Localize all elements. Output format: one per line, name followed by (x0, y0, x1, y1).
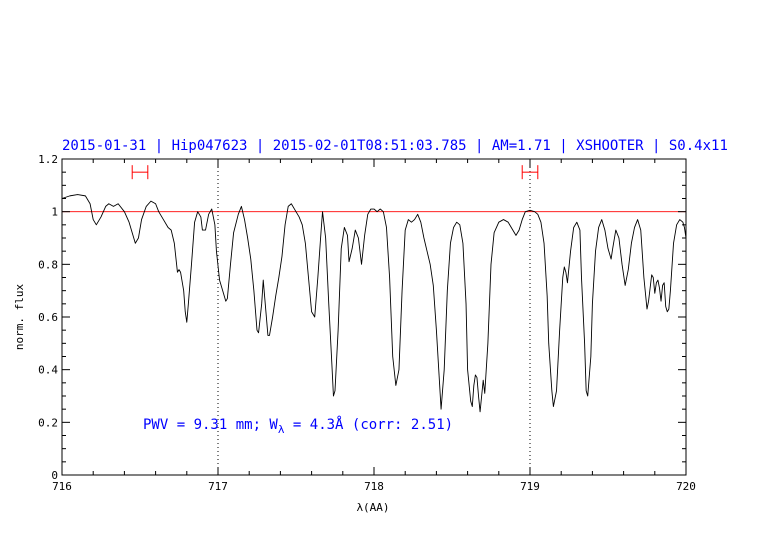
y-tick-label: 1.2 (38, 153, 58, 166)
annotation-suffix: = 4.3Å (corr: 2.51) (284, 416, 453, 433)
annotation-subscript: λ (278, 423, 285, 436)
chart-title: 2015-01-31 | Hip047623 | 2015-02-01T08:5… (62, 138, 728, 154)
annotation-prefix: PWV = 9.31 mm; W (143, 417, 278, 433)
x-tick-label: 719 (520, 480, 540, 493)
y-tick-label: 1 (51, 206, 58, 219)
x-tick-label: 717 (208, 480, 228, 493)
plot-area: 716 717 718 719 720 0 0.2 0.4 0.6 0.8 1 1.2 (38, 153, 696, 493)
y-tick-label: 0.2 (38, 416, 58, 429)
pwv-annotation: PWV = 9.31 mm; Wλ = 4.3Å (corr: 2.51) (143, 416, 453, 436)
spectrum-series-0 (61, 194, 687, 413)
x-tick-label: 720 (676, 480, 696, 493)
y-axis-label: norm. flux (13, 284, 26, 351)
y-tick-label: 0.6 (38, 311, 58, 324)
x-tick-label: 716 (52, 480, 72, 493)
y-tick-label: 0.8 (38, 258, 58, 271)
x-axis-label: λ(AA) (356, 501, 389, 514)
x-tick-label: 718 (364, 480, 384, 493)
y-tick-label: 0.4 (38, 364, 58, 377)
y-tick-label: 0 (51, 469, 58, 482)
